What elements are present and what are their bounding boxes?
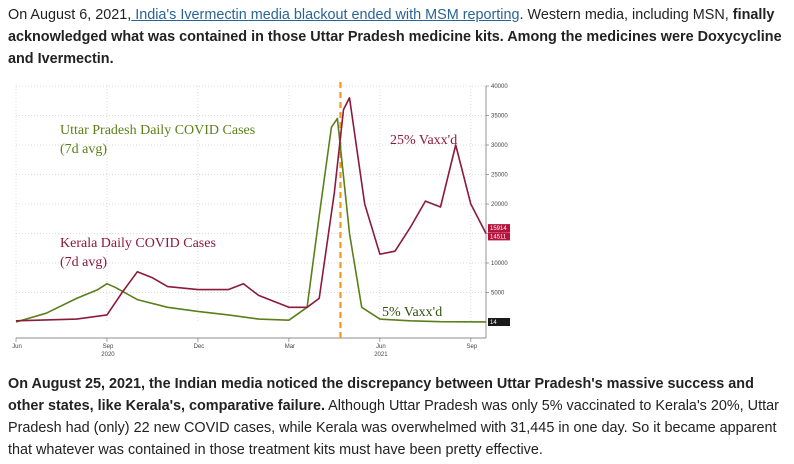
x-tick-label: Dec bbox=[194, 344, 205, 350]
x-tick-label: Sep bbox=[466, 344, 477, 350]
y-tick-label: 10000 bbox=[491, 261, 508, 267]
x-axis: Jun Sep 2020 Dec Mar Jun 2021 Sep bbox=[12, 337, 486, 358]
kerala-series-label-1: Kerala Daily COVID Cases bbox=[60, 236, 216, 251]
annotation-5-vaxxd: 5% Vaxx'd bbox=[382, 305, 442, 320]
discrepancy-rest: Although Uttar Pradesh was only 5% vacci… bbox=[8, 398, 779, 458]
x-tick-label: Mar bbox=[285, 344, 295, 350]
x-tick-year: 2020 bbox=[101, 352, 115, 358]
annotation-25-vaxxd: 25% Vaxx'd bbox=[390, 133, 457, 148]
y-tick-label: 20000 bbox=[491, 202, 508, 208]
kerala-end-badge-1: 15914 bbox=[490, 226, 507, 232]
x-tick-label: Sep bbox=[103, 344, 114, 350]
y-tick-label: 5000 bbox=[491, 291, 505, 297]
up-series-label-2: (7d avg) bbox=[60, 142, 107, 157]
intro-after-link: . Western media, including MSN, bbox=[519, 7, 733, 23]
y-axis: 400003500030000250002000015000100005000 bbox=[485, 84, 508, 338]
y-tick-label: 35000 bbox=[491, 114, 508, 120]
kerala-end-badge-2-box bbox=[488, 232, 510, 241]
kerala-cases-line bbox=[15, 97, 487, 322]
up-cases-line bbox=[15, 117, 487, 323]
up-end-badge: 14 bbox=[490, 320, 497, 326]
discrepancy-bold: On August 25, 2021, the Indian media not… bbox=[8, 376, 754, 414]
intro-lead: On August 6, 2021, bbox=[8, 7, 132, 23]
kerala-series-label-2: (7d avg) bbox=[60, 255, 107, 270]
end-value-badges: 15914 14511 14 bbox=[488, 224, 510, 326]
blackout-link[interactable]: India's Ivermectin media blackout ended … bbox=[131, 7, 520, 23]
intro-bold: finally acknowledged what was contained … bbox=[8, 7, 782, 67]
chart-grid bbox=[15, 85, 486, 322]
x-tick-label: Jun bbox=[376, 344, 386, 350]
discrepancy-paragraph: On August 25, 2021, the Indian media not… bbox=[8, 373, 786, 461]
y-tick-label: 25000 bbox=[491, 173, 508, 179]
y-tick-label: 40000 bbox=[491, 84, 508, 90]
x-tick-year: 2021 bbox=[374, 352, 388, 358]
series-lines bbox=[15, 97, 487, 323]
kerala-end-badge-2: 14511 bbox=[490, 234, 507, 240]
intro-paragraph: On August 6, 2021, India's Ivermectin me… bbox=[8, 4, 786, 70]
y-tick-label: 30000 bbox=[491, 143, 508, 149]
covid-cases-chart: Jun Sep 2020 Dec Mar Jun 2021 Sep 40000 35000 300… bbox=[12, 82, 510, 358]
x-tick-label: Jun bbox=[12, 344, 22, 350]
up-series-label-1: Uttar Pradesh Daily COVID Cases bbox=[60, 123, 255, 138]
kerala-end-badge-1-box bbox=[488, 224, 510, 233]
up-end-badge-box bbox=[488, 318, 510, 326]
